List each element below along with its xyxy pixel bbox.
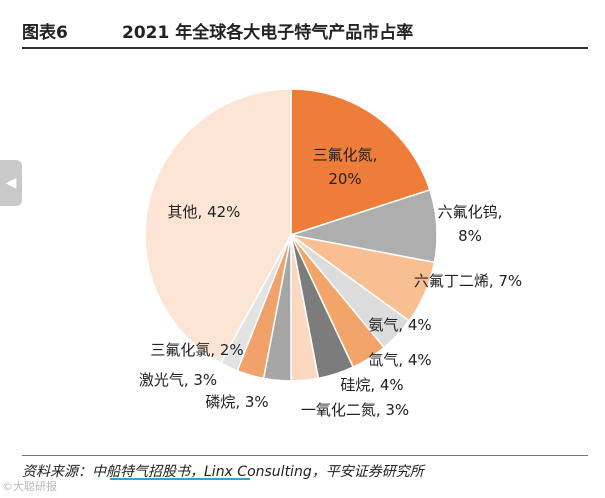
slice-label-3: 六氟丁二烯, 7% <box>414 272 522 290</box>
figure-label: 图表6 <box>22 23 68 43</box>
slice-label-1: 三氟化氮, 20% <box>313 146 378 188</box>
slice-label-8: 磷烷, 3% <box>205 393 268 411</box>
header-rule <box>22 47 588 49</box>
pie-slice-1 <box>290 88 431 237</box>
slice-label-11: 其他, 42% <box>168 203 241 221</box>
footer-rule <box>22 455 588 456</box>
slice-label-7: 一氧化二氮, 3% <box>301 401 409 419</box>
prev-page-button[interactable]: ◀ <box>0 160 22 206</box>
pie-slice-11 <box>144 88 292 364</box>
pie-chart: 三氟化氮, 20% 六氟化钨, 8% 六氟丁二烯, 7% 氨气, 4% 氙气, 4% 硅烷, … <box>139 88 522 419</box>
source-note: 资料来源：中船特气招股书，Linx Consulting，平安证券研究所 <box>22 464 424 480</box>
slice-label-6: 硅烷, 4% <box>340 376 403 394</box>
watermark: ©大聪研报 <box>2 480 57 493</box>
chart-title: 2021 年全球各大电子特气产品市占率 <box>122 23 414 43</box>
slice-label-5: 氙气, 4% <box>368 351 431 369</box>
slice-label-10: 三氟化氯, 2% <box>150 341 243 359</box>
slice-label-2: 六氟化钨, 8% <box>438 203 503 245</box>
slice-label-9: 激光气, 3% <box>139 371 217 389</box>
slice-label-4: 氨气, 4% <box>368 316 431 334</box>
figure-header: 图表6 2021 年全球各大电子特气产品市占率 <box>22 6 588 52</box>
chevron-left-icon: ◀ <box>5 175 17 191</box>
source-link-underline <box>110 478 250 480</box>
